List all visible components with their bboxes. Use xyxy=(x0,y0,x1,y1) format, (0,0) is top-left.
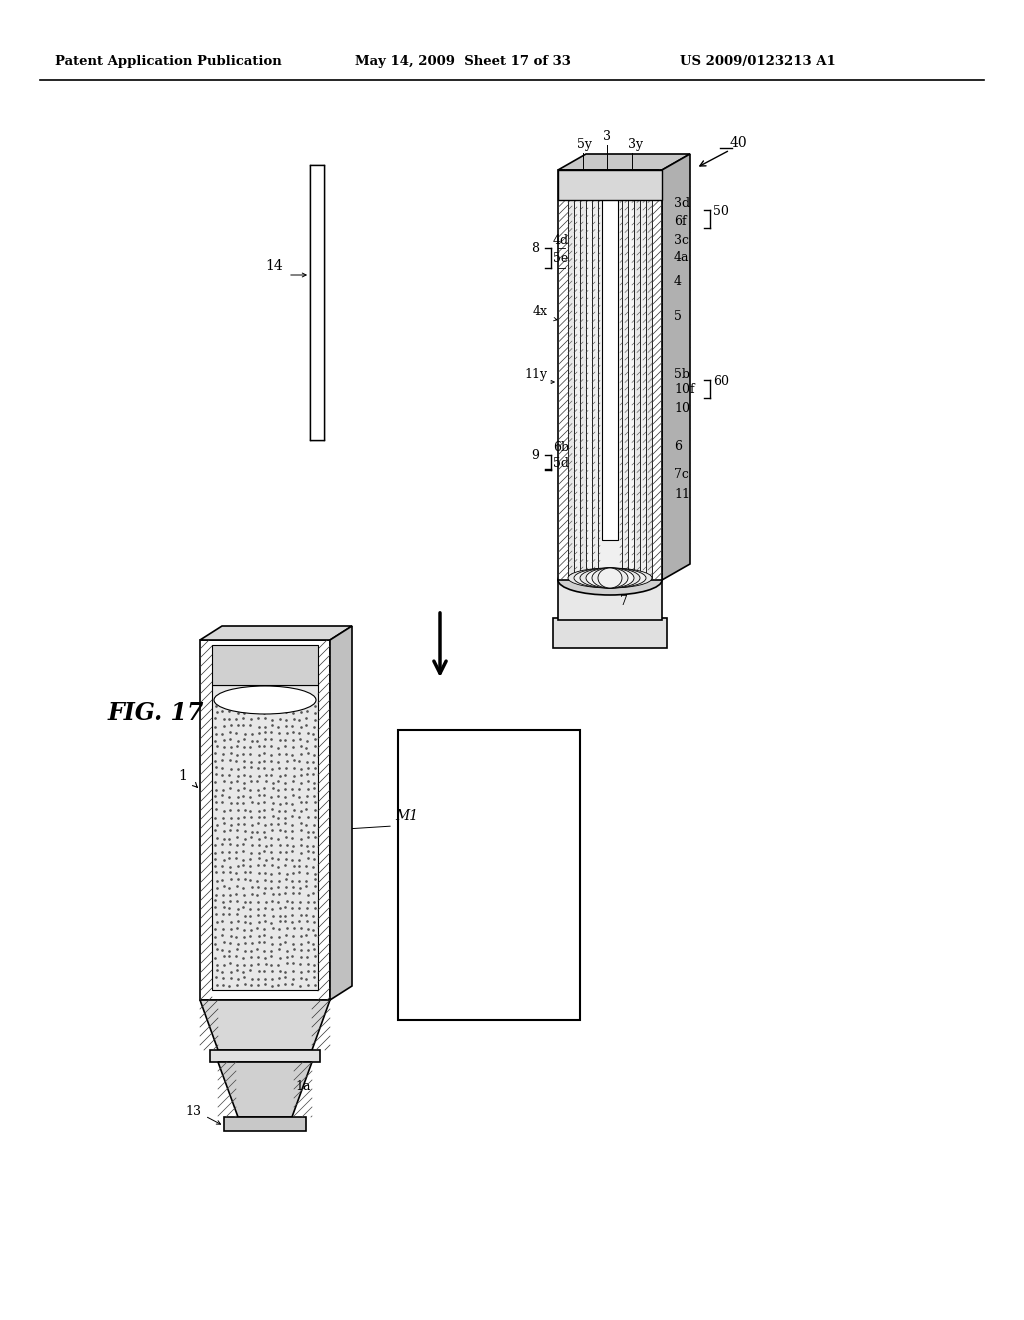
Polygon shape xyxy=(212,685,318,990)
Text: 4d: 4d xyxy=(553,234,569,247)
Text: FIG. 17: FIG. 17 xyxy=(108,701,205,725)
Text: 11: 11 xyxy=(674,488,690,502)
Polygon shape xyxy=(662,154,690,579)
Polygon shape xyxy=(586,180,634,578)
Text: 5e: 5e xyxy=(553,252,568,265)
Polygon shape xyxy=(592,180,628,578)
Text: 11y: 11y xyxy=(524,368,547,381)
Text: 4x: 4x xyxy=(534,305,548,318)
Text: 5y: 5y xyxy=(577,139,592,150)
Text: 6b: 6b xyxy=(553,441,569,454)
Text: 1: 1 xyxy=(178,770,186,783)
Text: 3y: 3y xyxy=(628,139,643,150)
Polygon shape xyxy=(200,640,330,1001)
Polygon shape xyxy=(210,1049,319,1063)
Text: 5b: 5b xyxy=(674,368,690,381)
Text: 6: 6 xyxy=(674,440,682,453)
Polygon shape xyxy=(310,165,324,440)
Polygon shape xyxy=(218,1063,312,1117)
Text: 3: 3 xyxy=(603,129,611,143)
Text: M1: M1 xyxy=(395,809,418,822)
Polygon shape xyxy=(580,180,640,578)
Polygon shape xyxy=(398,730,580,1020)
Text: 10f: 10f xyxy=(674,383,694,396)
Polygon shape xyxy=(598,180,622,578)
Text: 9: 9 xyxy=(531,449,539,462)
Polygon shape xyxy=(330,626,352,1001)
Polygon shape xyxy=(558,170,662,201)
Ellipse shape xyxy=(568,568,652,587)
Text: 3c: 3c xyxy=(674,234,689,247)
Text: 4: 4 xyxy=(674,275,682,288)
Ellipse shape xyxy=(586,568,634,587)
Polygon shape xyxy=(558,579,662,620)
Ellipse shape xyxy=(598,568,622,587)
Ellipse shape xyxy=(574,568,646,587)
Polygon shape xyxy=(553,618,667,648)
Text: 14: 14 xyxy=(265,259,283,273)
Text: 6f: 6f xyxy=(674,215,687,228)
Text: 1a: 1a xyxy=(295,1080,310,1093)
Text: 3d: 3d xyxy=(674,197,690,210)
Text: 40: 40 xyxy=(730,136,748,150)
Text: May 14, 2009  Sheet 17 of 33: May 14, 2009 Sheet 17 of 33 xyxy=(355,55,570,69)
Polygon shape xyxy=(558,154,690,170)
Text: 7c: 7c xyxy=(674,469,689,480)
Ellipse shape xyxy=(558,565,662,595)
Polygon shape xyxy=(602,185,618,540)
Ellipse shape xyxy=(592,568,628,587)
Text: 13: 13 xyxy=(185,1105,201,1118)
Text: 5d: 5d xyxy=(553,457,569,470)
Polygon shape xyxy=(200,626,352,640)
Text: 5: 5 xyxy=(674,310,682,323)
Polygon shape xyxy=(574,180,646,578)
Polygon shape xyxy=(200,1001,330,1049)
Text: US 2009/0123213 A1: US 2009/0123213 A1 xyxy=(680,55,836,69)
Polygon shape xyxy=(568,180,652,578)
Text: 4a: 4a xyxy=(674,251,689,264)
Text: Patent Application Publication: Patent Application Publication xyxy=(55,55,282,69)
Text: 8: 8 xyxy=(531,242,539,255)
Ellipse shape xyxy=(214,686,316,714)
Text: 7: 7 xyxy=(620,595,628,609)
Text: 50: 50 xyxy=(713,205,729,218)
Text: 10: 10 xyxy=(674,403,690,414)
Polygon shape xyxy=(212,645,318,685)
Ellipse shape xyxy=(580,568,640,587)
Polygon shape xyxy=(558,170,662,579)
Text: 60: 60 xyxy=(713,375,729,388)
Polygon shape xyxy=(224,1117,306,1131)
